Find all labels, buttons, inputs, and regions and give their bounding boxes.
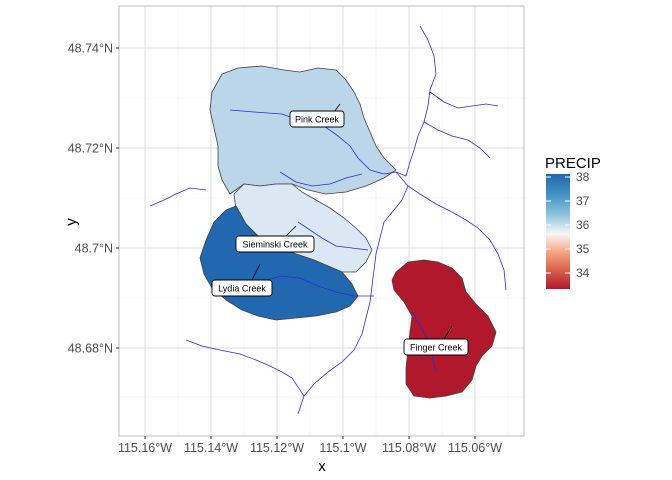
legend-tick-label: 36: [576, 218, 590, 232]
basin-pink-creek[interactable]: [209, 65, 397, 195]
label-finger-creek-text: Finger Creek: [410, 343, 463, 353]
legend-tick-label: 35: [576, 242, 590, 256]
legend: PRECIP 38 37 36 35 34: [545, 155, 601, 289]
label-pink-creek-text: Pink Creek: [295, 115, 340, 125]
x-tick-label: 115.08°W: [382, 441, 436, 455]
stream-sieminski: [297, 221, 369, 251]
x-tick-label: 115.14°W: [184, 441, 238, 455]
y-tick-label: 48.72°N: [68, 142, 113, 156]
y-tick-label: 48.74°N: [68, 42, 113, 56]
legend-tick-label: 37: [576, 194, 590, 208]
label-finger-creek[interactable]: Finger Creek: [403, 338, 469, 356]
stream-lydia: [261, 275, 374, 297]
stream-pink-low: [279, 171, 363, 187]
y-tick-label: 48.7°N: [75, 242, 113, 256]
x-axis: 115.16°W 115.14°W 115.12°W 115.1°W 115.0…: [118, 436, 502, 475]
label-sieminski-creek-text: Sieminski Creek: [242, 240, 308, 250]
x-tick-label: 115.1°W: [319, 441, 366, 455]
x-tick-label: 115.06°W: [448, 441, 502, 455]
basin-finger-creek[interactable]: [391, 259, 497, 399]
stream-east-branch: [423, 121, 491, 159]
stream-north: [395, 25, 437, 177]
stream-finger-inflow: [407, 185, 507, 291]
stream-ne-branch: [429, 91, 499, 109]
y-axis: 48.74°N 48.72°N 48.7°N 48.68°N y: [63, 42, 119, 356]
stream-southwest: [185, 339, 305, 397]
y-axis-title: y: [63, 218, 80, 226]
stream-west: [149, 187, 207, 207]
panel-border: [118, 5, 525, 437]
basin-labels: Pink Creek Sieminski Creek Lydia Creek F…: [211, 103, 469, 356]
legend-tick-label: 34: [576, 266, 590, 280]
streams: [149, 25, 507, 415]
x-tick-label: 115.16°W: [118, 441, 172, 455]
legend-title: PRECIP: [545, 155, 601, 172]
stream-trunk: [297, 171, 409, 415]
legend-colorbar: [546, 174, 570, 289]
label-lydia-creek-text: Lydia Creek: [218, 284, 266, 294]
x-tick-label: 115.12°W: [250, 441, 304, 455]
label-lydia-creek[interactable]: Lydia Creek: [211, 279, 273, 297]
y-tick-label: 48.68°N: [68, 342, 113, 356]
label-sieminski-creek[interactable]: Sieminski Creek: [235, 235, 315, 253]
legend-tick-label: 38: [576, 170, 590, 184]
stream-pink: [229, 109, 397, 175]
label-pink-creek[interactable]: Pink Creek: [289, 110, 345, 128]
x-axis-title: x: [318, 458, 326, 475]
